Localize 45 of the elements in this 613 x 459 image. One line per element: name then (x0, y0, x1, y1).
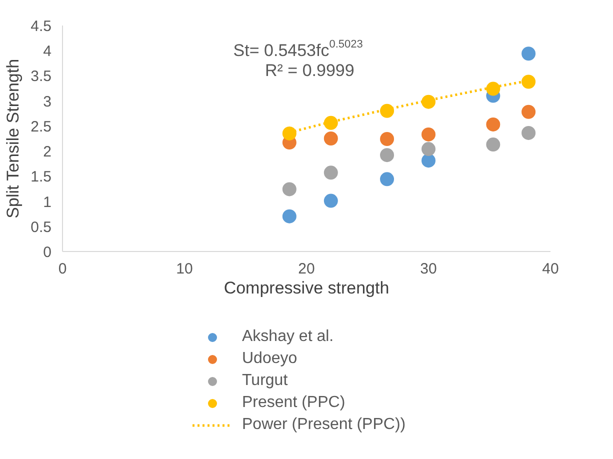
legend-label: Present (PPC) (242, 394, 346, 412)
y-tick-label: 0 (43, 244, 52, 261)
x-tick-label: 20 (298, 260, 315, 278)
point (380, 148, 394, 162)
y-tick-label: 1.5 (30, 168, 52, 186)
point (486, 138, 500, 152)
point (486, 82, 500, 96)
x-tick-label: 10 (176, 260, 193, 278)
point (522, 46, 536, 61)
point (282, 182, 296, 196)
point (380, 172, 394, 186)
point (380, 104, 394, 118)
y-tick-label: 3.5 (30, 68, 52, 86)
point (324, 166, 338, 180)
point (324, 116, 338, 130)
point (324, 194, 338, 208)
point (324, 132, 338, 146)
point (282, 209, 296, 224)
x-tick-label: 0 (58, 260, 67, 278)
point (282, 126, 296, 140)
point (422, 142, 436, 156)
point (422, 154, 436, 168)
point (380, 132, 394, 146)
y-tick-label: 0.5 (30, 218, 52, 236)
legend-label: Akshay et al. (242, 328, 334, 346)
y-tick-label: 2 (43, 144, 52, 161)
point (422, 127, 436, 142)
x-axis-title: Compressive strength (224, 278, 390, 298)
y-tick-label: 4 (43, 43, 52, 60)
annotation: R² = 0.9999 (265, 61, 354, 80)
x-tick-label: 40 (542, 260, 559, 278)
point (522, 74, 536, 89)
point (522, 104, 536, 119)
y-tick-label: 3 (43, 93, 52, 110)
y-tick-label: 2.5 (30, 118, 52, 136)
legend-label: Turgut (242, 372, 288, 390)
y-axis-title: Split Tensile Strength (4, 58, 23, 218)
point (486, 117, 500, 132)
y-tick-label: 1 (43, 194, 52, 211)
point (422, 94, 436, 109)
x-tick-label: 30 (420, 260, 437, 278)
legend-label: Power (Present (PPC)) (242, 416, 406, 434)
legend-label: Udoeyo (242, 350, 298, 368)
y-tick-label: 4.5 (30, 18, 52, 35)
point (522, 126, 536, 140)
